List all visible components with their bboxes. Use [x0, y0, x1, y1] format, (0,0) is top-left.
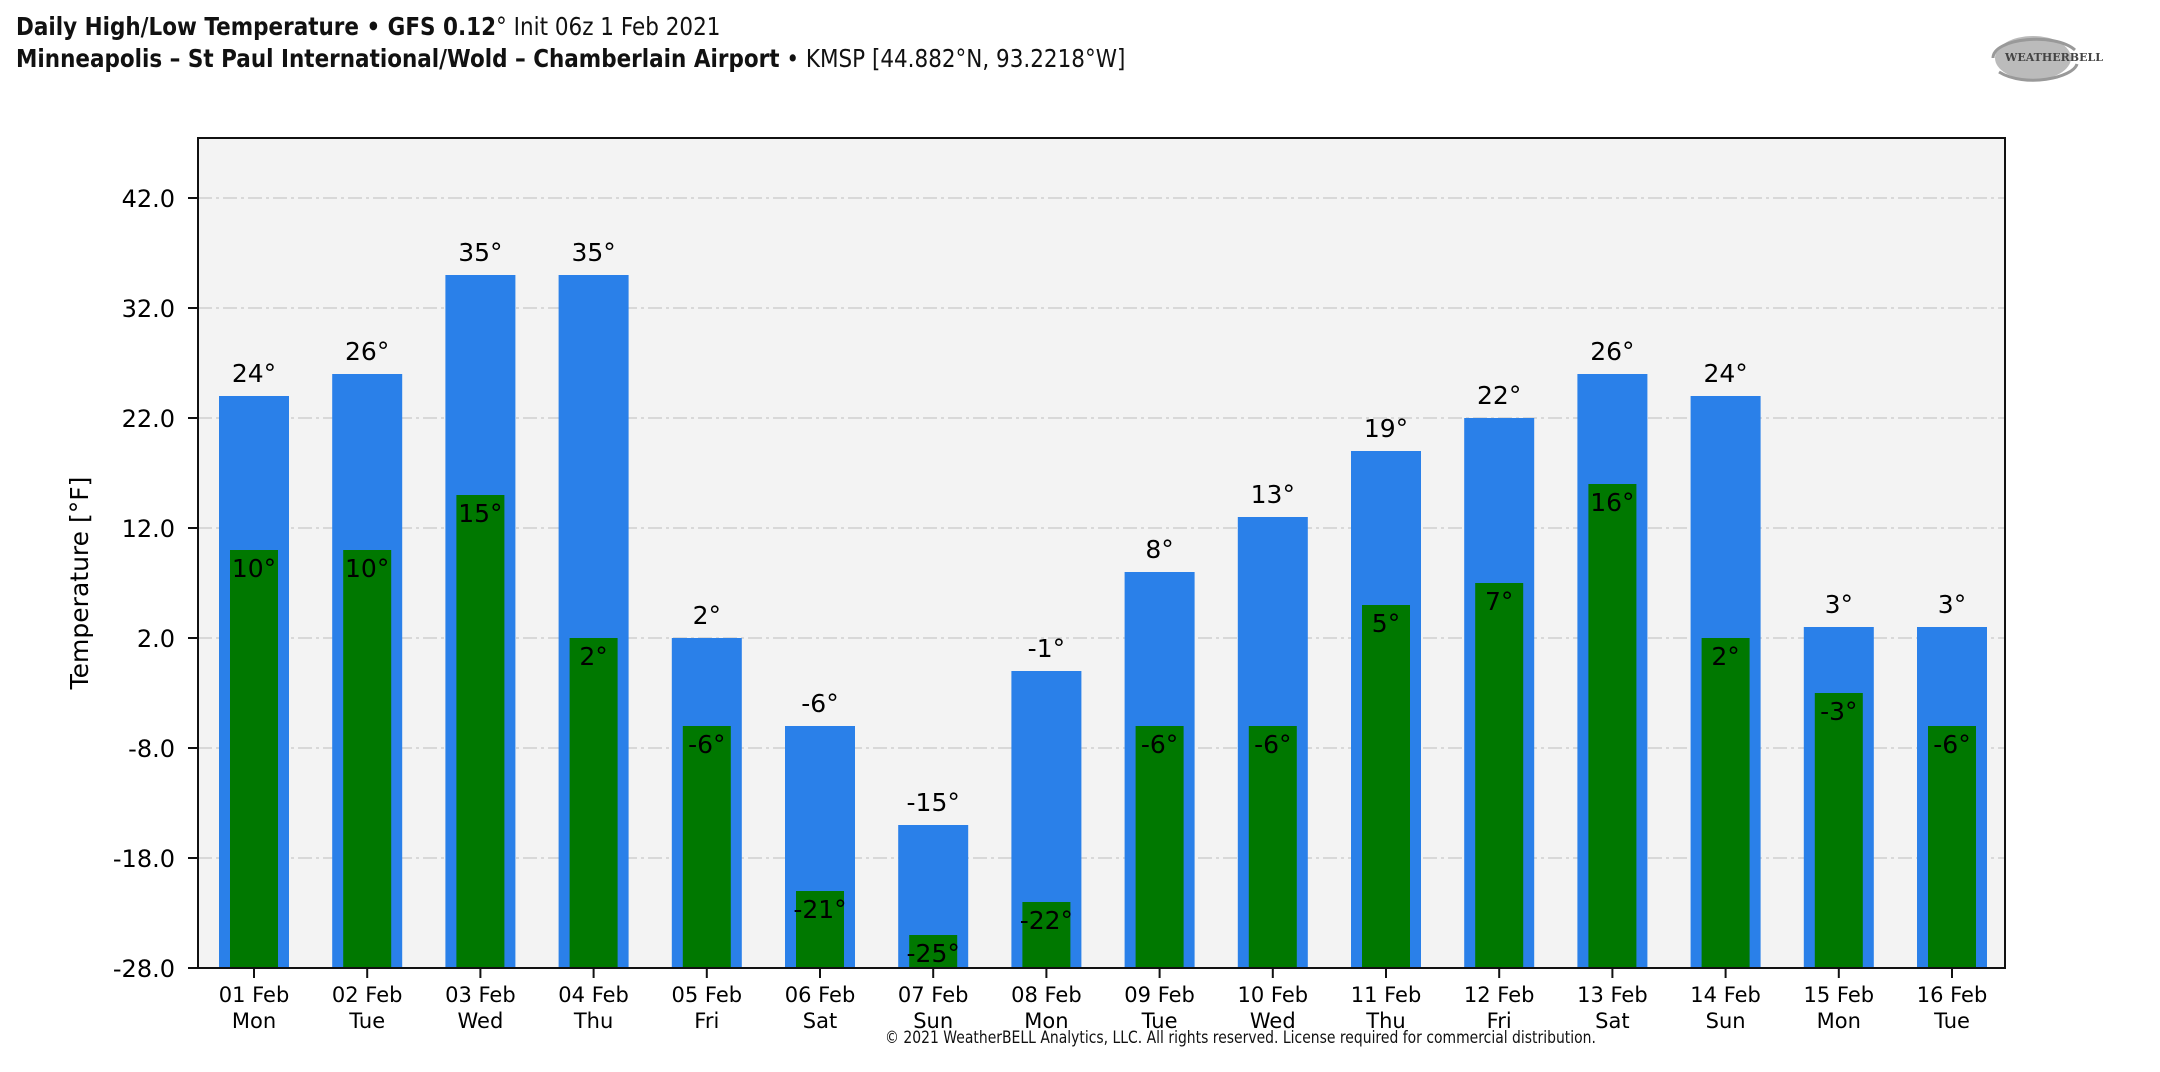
chart-title: Daily High/Low Temperature • GFS 0.12° I…: [16, 12, 721, 41]
low-bar: [1588, 484, 1637, 968]
x-tick-day: Sun: [913, 1009, 953, 1033]
low-bar: [230, 550, 278, 968]
x-tick-date: 12 Feb: [1464, 983, 1535, 1007]
y-tick-label: 42.0: [122, 185, 175, 213]
low-bar: [682, 726, 731, 968]
low-label: 2°: [579, 642, 607, 671]
x-tick-date: 16 Feb: [1917, 983, 1988, 1007]
copyright: © 2021 WeatherBELL Analytics, LLC. All r…: [884, 1028, 1596, 1048]
y-tick-label: 32.0: [122, 295, 175, 323]
x-tick-date: 11 Feb: [1351, 983, 1422, 1007]
low-bar: [909, 935, 958, 968]
x-tick-date: 02 Feb: [332, 983, 403, 1007]
low-label: -6°: [1933, 730, 1970, 759]
high-label: 3°: [1825, 590, 1853, 619]
x-tick-day: Fri: [694, 1009, 719, 1033]
low-bar: [796, 891, 844, 968]
low-label: -21°: [793, 895, 846, 924]
low-bar: [1814, 693, 1863, 968]
high-label: 26°: [345, 337, 389, 366]
high-label: 35°: [571, 238, 615, 267]
x-tick-date: 13 Feb: [1577, 983, 1648, 1007]
y-axis-label: Temperature [°F]: [65, 477, 94, 691]
high-label: 24°: [232, 359, 276, 388]
low-bar: [456, 495, 505, 968]
low-bar: [1928, 726, 1976, 968]
x-tick-date: 09 Feb: [1124, 983, 1195, 1007]
low-bar: [1475, 583, 1524, 968]
high-label: -6°: [801, 689, 838, 718]
y-tick-label: -18.0: [113, 845, 175, 873]
low-label: -6°: [688, 730, 725, 759]
x-tick-day: Fri: [1487, 1009, 1512, 1033]
x-tick-date: 03 Feb: [445, 983, 516, 1007]
x-tick-day: Tue: [348, 1009, 385, 1033]
low-label: -6°: [1254, 730, 1291, 759]
x-tick-day: Mon: [232, 1009, 276, 1033]
weatherbell-logo: WEATHERBELL: [1991, 36, 2103, 82]
high-label: 2°: [693, 601, 721, 630]
x-tick-date: 01 Feb: [219, 983, 290, 1007]
plot-frame: [197, 137, 2006, 969]
x-tick-day: Thu: [1365, 1009, 1405, 1033]
low-label: 7°: [1485, 587, 1513, 616]
high-label: 35°: [458, 238, 502, 267]
y-tick-label: 2.0: [137, 625, 175, 653]
x-tick-date: 08 Feb: [1011, 983, 1082, 1007]
high-label: 19°: [1364, 414, 1408, 443]
low-bar: [1248, 726, 1297, 968]
low-label: 16°: [1590, 488, 1634, 517]
x-tick-day: Wed: [1250, 1009, 1296, 1033]
low-bar: [1701, 638, 1750, 968]
y-tick-label: -8.0: [128, 735, 175, 763]
low-label: 10°: [232, 554, 276, 583]
low-bar: [343, 550, 392, 968]
low-label: 5°: [1372, 609, 1400, 638]
high-label: 8°: [1145, 535, 1173, 564]
x-tick-date: 06 Feb: [785, 983, 856, 1007]
x-tick-day: Sat: [1595, 1009, 1629, 1033]
x-tick-day: Tue: [1141, 1009, 1178, 1033]
x-tick-date: 14 Feb: [1690, 983, 1761, 1007]
low-label: 15°: [458, 499, 502, 528]
low-bar: [1135, 726, 1184, 968]
x-tick-date: 15 Feb: [1804, 983, 1875, 1007]
x-tick-day: Wed: [458, 1009, 504, 1033]
x-tick-date: 07 Feb: [898, 983, 969, 1007]
high-label: -1°: [1028, 634, 1065, 663]
x-tick-day: Mon: [1024, 1009, 1068, 1033]
x-tick-day: Thu: [573, 1009, 613, 1033]
y-tick-label: -28.0: [113, 955, 175, 983]
high-label: 22°: [1477, 381, 1521, 410]
x-tick-day: Sat: [803, 1009, 837, 1033]
svg-text:WEATHERBELL: WEATHERBELL: [2004, 51, 2103, 64]
high-label: 26°: [1590, 337, 1634, 366]
low-label: -25°: [907, 939, 960, 968]
low-label: 10°: [345, 554, 389, 583]
low-label: 2°: [1711, 642, 1739, 671]
low-bar: [1022, 902, 1071, 968]
high-label: 13°: [1251, 480, 1295, 509]
low-label: -22°: [1020, 906, 1073, 935]
low-bar: [1362, 605, 1410, 968]
high-label: 24°: [1703, 359, 1747, 388]
low-label: -3°: [1820, 697, 1857, 726]
low-label: -6°: [1141, 730, 1178, 759]
x-tick-date: 04 Feb: [558, 983, 629, 1007]
x-tick-day: Mon: [1817, 1009, 1861, 1033]
x-tick-day: Tue: [1933, 1009, 1970, 1033]
y-tick-label: 12.0: [122, 515, 175, 543]
x-tick-date: 10 Feb: [1238, 983, 1309, 1007]
y-tick-label: 22.0: [122, 405, 175, 433]
high-label: 3°: [1938, 590, 1966, 619]
low-bar: [569, 638, 618, 968]
high-label: -15°: [907, 788, 960, 817]
x-tick-day: Sun: [1706, 1009, 1746, 1033]
station-title: Minneapolis – St Paul International/Wold…: [16, 44, 1126, 73]
x-tick-date: 05 Feb: [672, 983, 743, 1007]
